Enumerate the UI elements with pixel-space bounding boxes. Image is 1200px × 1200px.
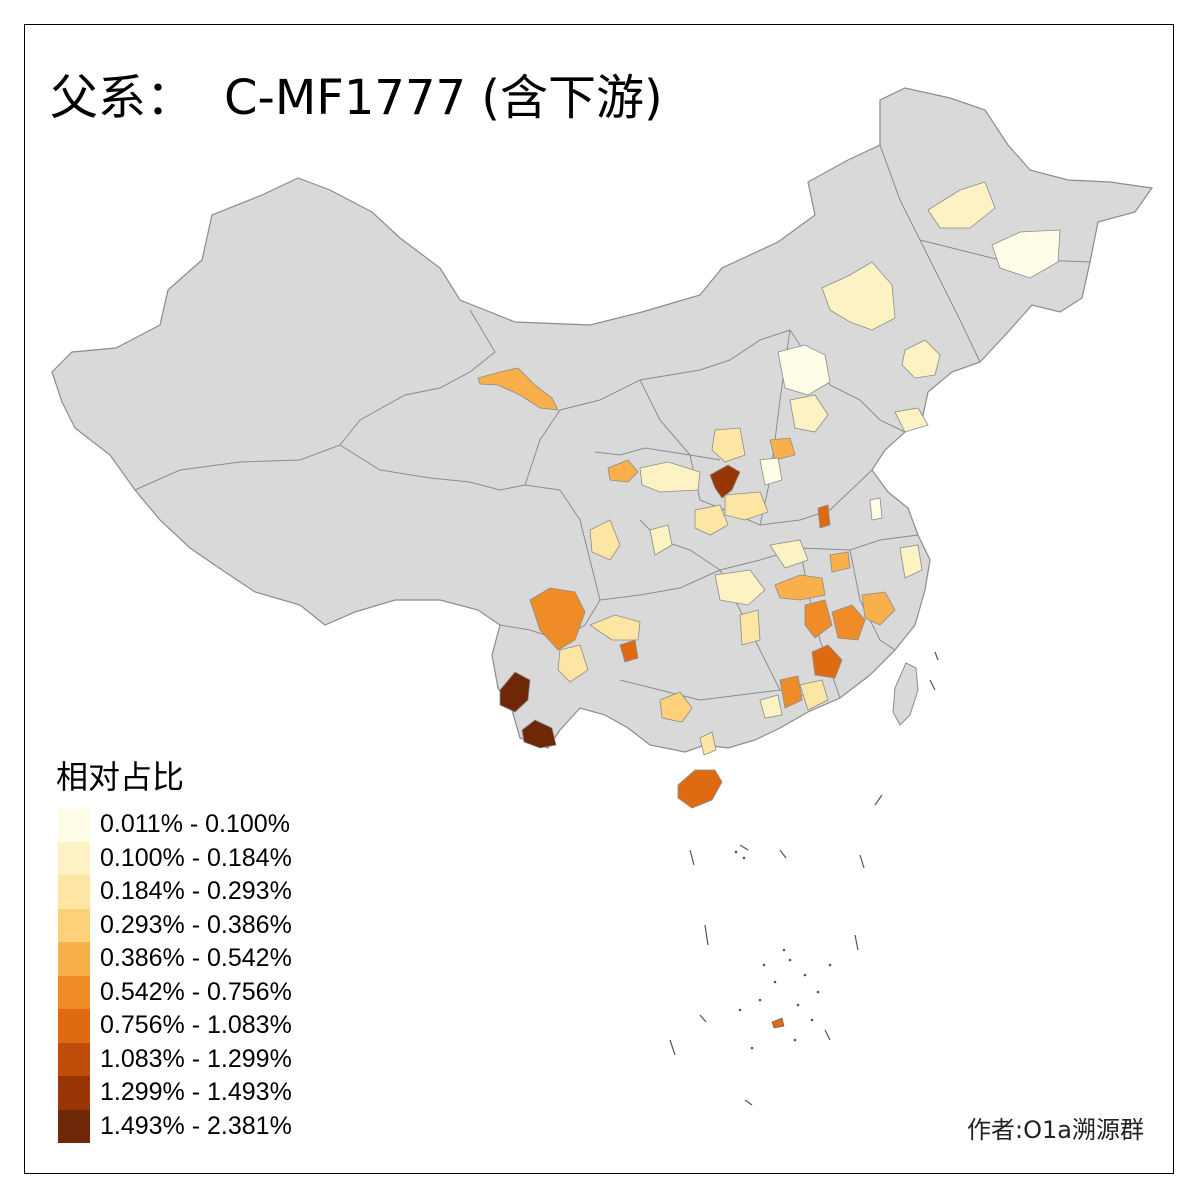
legend-label: 0.100% - 0.184% [100,843,292,872]
region-shanxi-north [759,457,783,486]
legend-item: 0.011% - 0.100% [58,808,292,842]
map-title: 父系： C-MF1777 (含下游) [50,58,663,128]
region-hebei [789,394,829,433]
taiwan-island [892,662,919,726]
island-shoal-orange [771,1017,785,1029]
legend-swatch [58,875,90,909]
region-shandong [894,407,929,433]
region-anhui [817,504,831,529]
legend-label: 0.293% - 0.386% [100,910,292,939]
legend-swatch [58,1076,90,1110]
region-hunan-mid [739,609,761,646]
region-guangdong-west [759,694,783,719]
region-henan [724,491,769,521]
legend-item: 0.386% - 0.542% [58,942,292,976]
legend-item: 0.756% - 1.083% [58,1009,292,1043]
taiwan [892,662,919,726]
region-yunnan-puer [499,671,531,713]
legend-title: 相对占比 [56,758,185,796]
region-hainan [677,769,723,809]
region-hubei [694,504,729,536]
legend-item: 0.293% - 0.386% [58,908,292,942]
legend-label: 1.299% - 1.493% [100,1078,292,1107]
region-liaoning [901,339,941,379]
legend-item: 0.184% - 0.293% [58,875,292,909]
legend-item: 0.100% - 0.184% [58,841,292,875]
legend-label: 0.011% - 0.100% [100,810,290,839]
region-yunnan-dali [529,587,586,651]
region-jiangxi-north [774,574,826,601]
region-hebei-south [769,437,796,461]
region-shanxi-south [709,464,741,499]
colored-regions [477,181,1061,809]
legend-label: 1.083% - 1.299% [100,1044,292,1073]
region-henan-east [769,539,809,569]
island-outline [669,651,939,1106]
region-hainan-strait [699,731,717,756]
legend: 0.011% - 0.100% 0.100% - 0.184% 0.184% -… [58,808,292,1143]
south-china-sea-islands [669,651,939,1106]
legend-swatch [58,808,90,842]
legend-item: 1.083% - 1.299% [58,1042,292,1076]
legend-swatch [58,942,90,976]
region-shaanxi [639,461,701,493]
region-yunnan-east [557,644,589,683]
region-fujian-west [831,604,866,641]
region-sichuan-mid [649,524,673,556]
region-guangdong-north [779,675,803,709]
region-inner-mongolia [821,261,896,331]
region-jiangxi-south [811,644,843,679]
legend-item: 1.299% - 1.493% [58,1076,292,1110]
region-sichuan-west [589,519,621,561]
legend-label: 0.386% - 0.542% [100,944,292,973]
region-beijing-hebei [777,344,831,396]
region-guangxi-west [659,691,693,723]
legend-swatch [58,975,90,1009]
legend-label: 0.184% - 0.293% [100,877,292,906]
region-shanxi-mid [711,427,746,463]
legend-label: 0.542% - 0.756% [100,977,292,1006]
legend-label: 1.493% - 2.381% [100,1111,292,1140]
legend-item: 0.542% - 0.756% [58,975,292,1009]
legend-item: 1.493% - 2.381% [58,1109,292,1143]
legend-swatch [58,1009,90,1043]
region-heilongjiang-west [927,181,996,229]
legend-swatch [58,908,90,942]
region-zhejiang [899,544,923,579]
region-jiangxi-mid [804,599,833,639]
region-gansu-hexi [477,367,559,411]
region-gansu-south [607,459,639,483]
legend-label: 0.756% - 1.083% [100,1011,292,1040]
region-yunnan-north [589,614,641,641]
region-guangdong-mid [799,679,829,711]
title-prefix: 父系： [50,70,195,126]
legend-swatch [58,1109,90,1143]
region-hubei-east [829,551,851,573]
legend-swatch [58,1042,90,1076]
author-credit: 作者:O1a溯源群 [967,1116,1144,1144]
region-hunan-west [714,569,766,606]
region-yunnan-red [619,639,639,663]
region-yunnan-xishuangbanna [521,719,557,749]
legend-swatch [58,841,90,875]
region-fujian-mid [861,591,896,626]
region-jiangsu [869,497,883,521]
island-dots [734,850,832,1050]
region-heilongjiang-east [991,229,1061,279]
title-haplogroup: C-MF1777 (含下游) [224,70,663,126]
